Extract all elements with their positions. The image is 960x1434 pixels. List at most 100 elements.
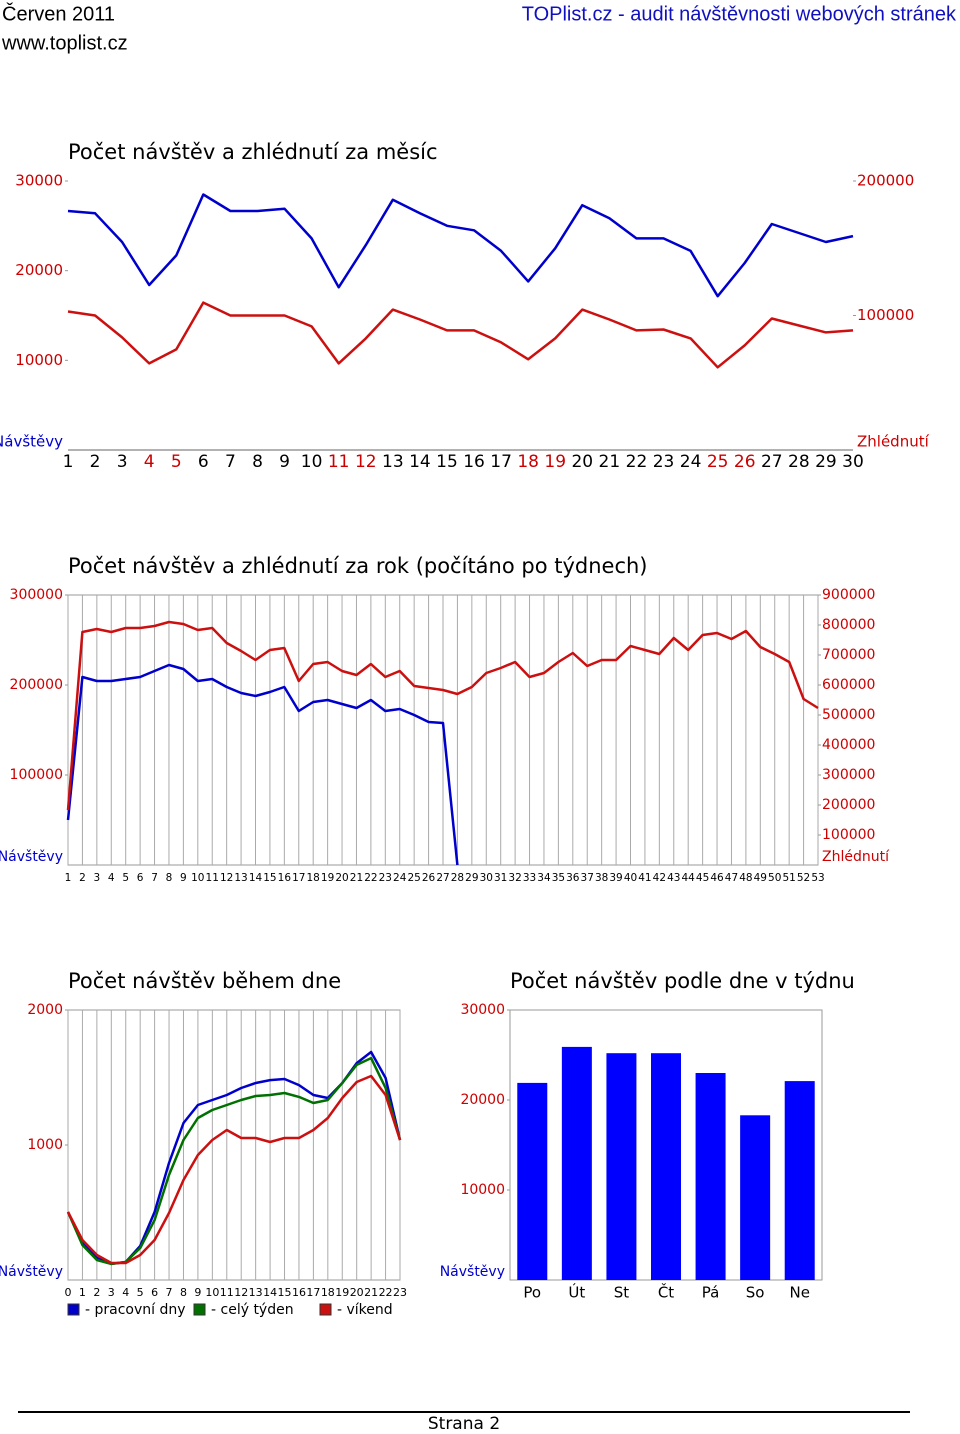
series-line <box>66 1074 402 1265</box>
series-line <box>67 301 854 369</box>
x-tick-label: 30 <box>480 872 493 884</box>
bar <box>517 1082 548 1280</box>
x-tick-label: 2 <box>93 1286 100 1299</box>
x-tick-label: 23 <box>393 1286 407 1299</box>
x-tick-label: 47 <box>725 872 738 884</box>
x-tick-label: 18 <box>321 1286 335 1299</box>
x-tick-label: 15 <box>278 1286 292 1299</box>
x-tick-label: 33 <box>523 872 536 884</box>
x-tick-label: 30 <box>842 452 864 472</box>
x-tick-label: 27 <box>436 872 449 884</box>
bar <box>695 1073 726 1280</box>
x-tick-label: 17 <box>490 452 512 472</box>
x-tick-label: 20 <box>571 452 593 472</box>
legend-swatch <box>319 1303 332 1316</box>
x-tick-label: 20 <box>350 1286 364 1299</box>
x-tick-label: 44 <box>682 872 696 884</box>
x-tick-label: 4 <box>144 452 155 472</box>
x-tick-label: 5 <box>122 872 129 884</box>
series-line <box>66 663 459 866</box>
x-tick-label: 28 <box>788 452 810 472</box>
x-tick-label: 5 <box>171 452 182 472</box>
x-tick-label: Út <box>568 1283 585 1302</box>
y-axis-label: Návštěvy <box>0 849 63 865</box>
x-tick-label: 21 <box>364 1286 378 1299</box>
x-tick-label: 11 <box>220 1286 234 1299</box>
x-tick-label: 2 <box>90 452 101 472</box>
legend-swatch <box>193 1303 206 1316</box>
site-url: www.toplist.cz <box>1 32 128 54</box>
y-axis-label: Návštěvy <box>0 433 63 451</box>
x-tick-label: 26 <box>734 452 756 472</box>
x-tick-label: 3 <box>94 872 101 884</box>
x-tick-label: 14 <box>409 452 431 472</box>
chart-title: Počet návštěv a zhlédnutí za rok (počítá… <box>68 554 648 578</box>
y2-tick-label: 700000 <box>822 647 875 663</box>
chart-title: Počet návštěv a zhlédnutí za měsíc <box>68 140 438 164</box>
y-axis-label: Návštěvy <box>0 1264 63 1280</box>
x-tick-label: 38 <box>595 872 608 884</box>
x-tick-label: 6 <box>198 452 209 472</box>
x-tick-label: 4 <box>122 1286 129 1299</box>
x-tick-label: 19 <box>544 452 566 472</box>
x-tick-label: 42 <box>653 872 666 884</box>
x-tick-label: 3 <box>108 1286 115 1299</box>
x-tick-label: 19 <box>321 872 334 884</box>
x-tick-label: 16 <box>292 1286 306 1299</box>
x-tick-label: 9 <box>194 1286 201 1299</box>
chart-title: Počet návštěv během dne <box>68 969 341 993</box>
x-tick-label: 15 <box>263 872 276 884</box>
x-tick-label: 6 <box>137 872 144 884</box>
x-tick-label: 22 <box>626 452 648 472</box>
series-line <box>66 1050 402 1266</box>
x-tick-label: 10 <box>191 872 204 884</box>
x-tick-label: 12 <box>234 1286 248 1299</box>
x-tick-label: 35 <box>552 872 565 884</box>
x-tick-label: 15 <box>436 452 458 472</box>
x-tick-label: 40 <box>624 872 637 884</box>
x-tick-label: 46 <box>710 872 724 884</box>
y2-tick-label: 100000 <box>857 306 914 324</box>
y2-tick-label: 300000 <box>822 767 875 783</box>
y-tick-label: 20000 <box>15 261 63 279</box>
x-tick-label: 28 <box>451 872 464 884</box>
x-tick-label: 14 <box>263 1286 277 1299</box>
x-tick-label: 17 <box>292 872 305 884</box>
y2-tick-label: 200000 <box>857 172 914 190</box>
x-tick-label: 0 <box>65 1286 72 1299</box>
x-tick-label: 10 <box>301 452 323 472</box>
x-tick-label: 21 <box>350 872 363 884</box>
x-tick-label: 8 <box>166 872 173 884</box>
x-tick-label: 27 <box>761 452 783 472</box>
x-tick-label: 1 <box>79 1286 86 1299</box>
x-tick-label: 39 <box>609 872 622 884</box>
y-axis-label: Návštěvy <box>440 1264 505 1280</box>
legend-label: - víkend <box>337 1302 393 1318</box>
x-tick-label: 2 <box>79 872 86 884</box>
x-tick-label: 8 <box>252 452 263 472</box>
x-tick-label: 1 <box>63 452 74 472</box>
chart-title: Počet návštěv podle dne v týdnu <box>510 969 855 993</box>
x-tick-label: 9 <box>279 452 290 472</box>
x-tick-label: 18 <box>517 452 539 472</box>
y-tick-label: 10000 <box>460 1182 505 1198</box>
x-tick-label: Po <box>523 1284 541 1302</box>
x-tick-label: 23 <box>379 872 392 884</box>
x-tick-label: 3 <box>117 452 128 472</box>
bar <box>740 1115 771 1280</box>
y2-tick-label: 400000 <box>822 737 875 753</box>
x-tick-label: 20 <box>335 872 348 884</box>
y2-tick-label: 800000 <box>822 617 875 633</box>
x-tick-label: 29 <box>465 872 478 884</box>
y-tick-label: 300000 <box>10 587 63 603</box>
series-line <box>66 620 819 811</box>
x-tick-label: Ne <box>789 1284 809 1302</box>
x-tick-label: 5 <box>137 1286 144 1299</box>
y-tick-label: 200000 <box>10 677 63 693</box>
y-tick-label: 1000 <box>27 1137 63 1153</box>
legend-label: - celý týden <box>211 1302 294 1318</box>
x-tick-label: 4 <box>108 872 115 884</box>
x-tick-label: 8 <box>180 1286 187 1299</box>
y-tick-label: 100000 <box>10 767 63 783</box>
x-tick-label: 1 <box>65 872 72 884</box>
